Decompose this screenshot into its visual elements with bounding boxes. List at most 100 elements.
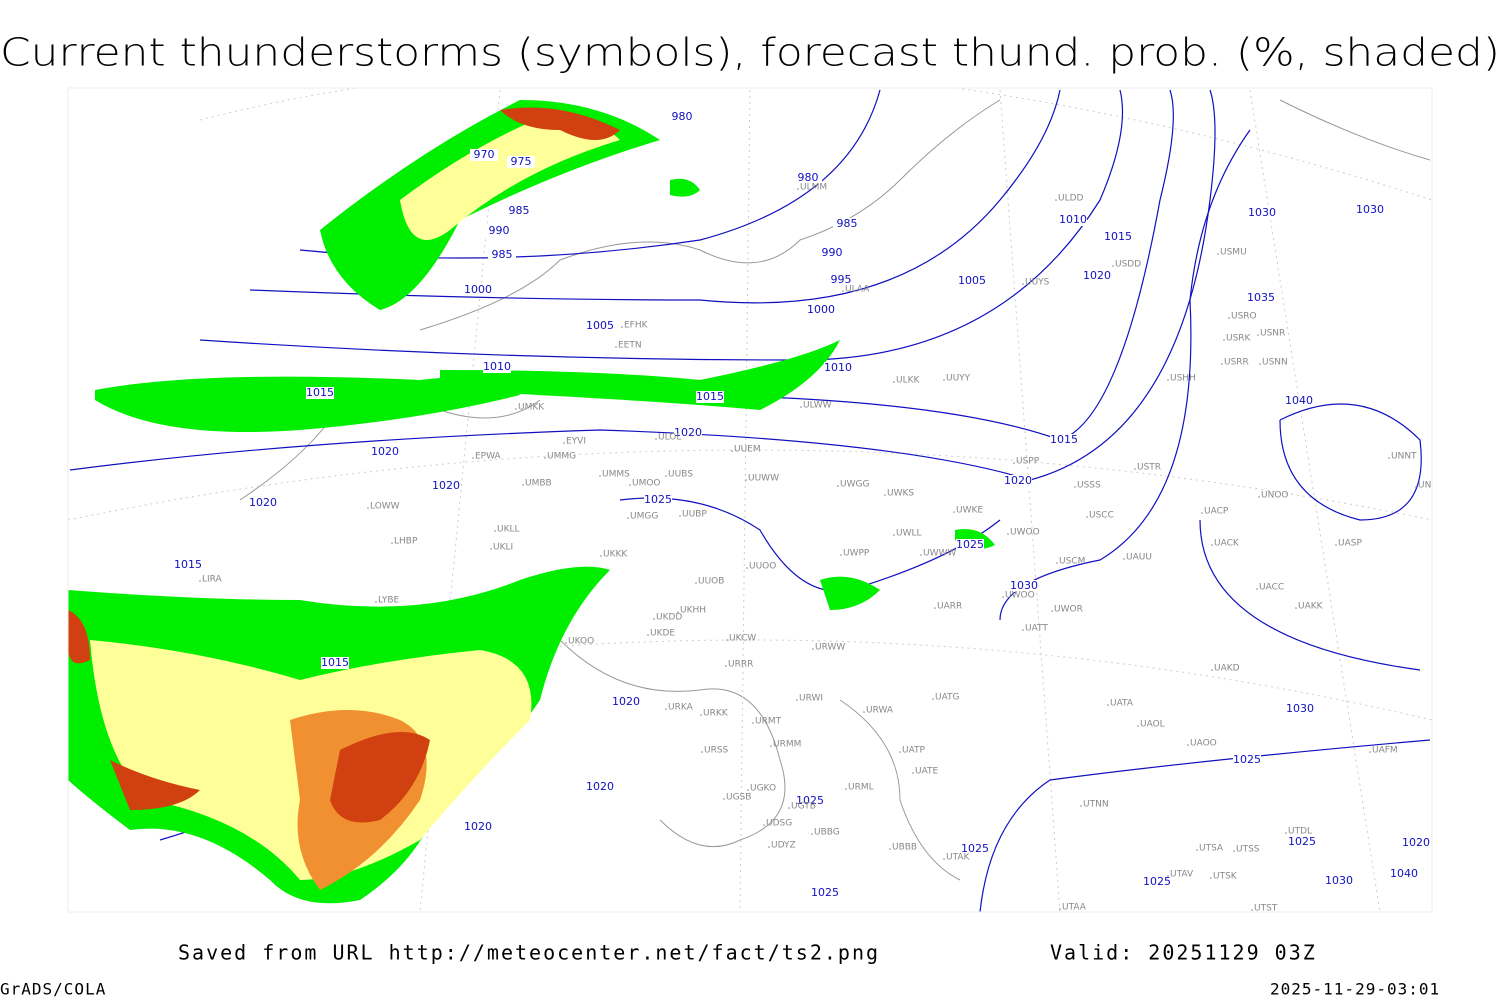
station-dot — [1196, 849, 1198, 851]
station-label: URKK — [703, 709, 729, 719]
station-dot — [770, 745, 772, 747]
isobar-label-bg — [470, 149, 498, 161]
probability-shading — [68, 100, 995, 904]
station-label: UWOR — [1054, 605, 1083, 615]
isobar-label: 1005 — [586, 319, 614, 332]
isobar-label: 1020 — [1004, 474, 1032, 487]
isobar-label-bg — [1402, 837, 1430, 849]
isobar-label-bg — [488, 249, 516, 261]
station-dot — [563, 442, 565, 444]
isobar-label: 995 — [831, 273, 852, 286]
station-label: UWGG — [840, 480, 869, 490]
isobar-label-bg — [696, 391, 724, 403]
station-label: UTAA — [1062, 903, 1087, 913]
isobar-label-bg — [586, 781, 614, 793]
isobar-label: 1040 — [1285, 394, 1313, 407]
station-dot — [700, 714, 702, 716]
station-label: EETN — [618, 341, 642, 351]
station-label: USRR — [1224, 358, 1249, 368]
station-dot — [1285, 832, 1287, 834]
isobar-label-bg — [1083, 270, 1111, 282]
isobar-label: 1025 — [961, 842, 989, 855]
station-label: EYVI — [566, 437, 586, 447]
station-dot — [1221, 363, 1223, 365]
isobar-label-bg — [1050, 434, 1078, 446]
station-label: UKCW — [729, 634, 756, 644]
isobar-label: 1020 — [1083, 269, 1111, 282]
isobar-label: 1025 — [811, 886, 839, 899]
station-label: UNBB — [1418, 481, 1444, 491]
isobar-label: 1035 — [1247, 291, 1275, 304]
station-dot — [912, 772, 914, 774]
isobar-label: 990 — [822, 246, 843, 259]
station-label: UTSK — [1213, 872, 1238, 882]
station-label: UATE — [915, 767, 939, 777]
software: GrADS/COLA — [0, 980, 106, 999]
station-label: ULAA — [845, 285, 870, 295]
station-dot — [701, 751, 703, 753]
isobar-label-bg — [464, 284, 492, 296]
isobar-label-bg — [644, 494, 672, 506]
isobar-label: 1010 — [1059, 213, 1087, 226]
station-label: UATT — [1025, 624, 1048, 634]
station-dot — [1007, 533, 1009, 535]
station-dot — [1211, 544, 1213, 546]
station-label: USNN — [1262, 358, 1288, 368]
station-dot — [893, 381, 895, 383]
station-dot — [1233, 850, 1235, 852]
station-dot — [1295, 607, 1297, 609]
isobar-label: 1020 — [1402, 836, 1430, 849]
isobar-label-bg — [1286, 703, 1314, 715]
isobar-label-bg — [794, 172, 822, 184]
isobar-label-bg — [833, 218, 861, 230]
station-label: UATA — [1110, 699, 1134, 709]
station-dot — [746, 567, 748, 569]
station-dot — [811, 833, 813, 835]
station-label: UWKE — [956, 506, 983, 516]
station-dot — [934, 607, 936, 609]
station-label: USDD — [1115, 260, 1141, 270]
station-dot — [763, 824, 765, 826]
station-dot — [199, 580, 201, 582]
isobar-label-bg — [1247, 292, 1275, 304]
station-dot — [1217, 253, 1219, 255]
station-label: ULDD — [1058, 194, 1084, 204]
isobar-label-bg — [249, 497, 277, 509]
station-label: UAKD — [1214, 664, 1240, 674]
station-label: URMT — [755, 717, 782, 727]
station-label: UWPP — [843, 549, 870, 559]
station-label: USRO — [1231, 312, 1257, 322]
isobar-label: 985 — [837, 217, 858, 230]
station-dot — [1086, 516, 1088, 518]
station-dot — [1074, 486, 1076, 488]
station-label: USRK — [1226, 334, 1252, 344]
station-label: URSS — [704, 746, 729, 756]
station-dot — [1259, 363, 1261, 365]
station-dot — [899, 751, 901, 753]
station-dot — [1022, 283, 1024, 285]
station-dot — [1228, 317, 1230, 319]
station-dot — [726, 639, 728, 641]
station-label: UTNN — [1083, 800, 1109, 810]
station-label: URKA — [668, 703, 694, 713]
station-dot — [745, 479, 747, 481]
station-label: UKKK — [603, 550, 628, 560]
station-dot — [1257, 334, 1259, 336]
station-label: UMOO — [632, 479, 661, 489]
isobar-label-bg — [306, 387, 334, 399]
station-label: USNR — [1260, 329, 1285, 339]
station-label: UWLL — [896, 529, 922, 539]
isobar-label-bg — [807, 304, 835, 316]
isobar-label-bg — [507, 156, 535, 168]
isobar-label-bg — [1143, 876, 1171, 888]
isobar-label-bg — [1233, 754, 1261, 766]
isobar-label: 980 — [672, 110, 693, 123]
station-label: URWA — [866, 706, 894, 716]
isobar-label-bg — [321, 657, 349, 669]
isobar-label-bg — [956, 539, 984, 551]
station-dot — [845, 788, 847, 790]
isobar-label: 1015 — [306, 386, 334, 399]
station-dot — [1388, 457, 1390, 459]
station-dot — [1335, 544, 1337, 546]
